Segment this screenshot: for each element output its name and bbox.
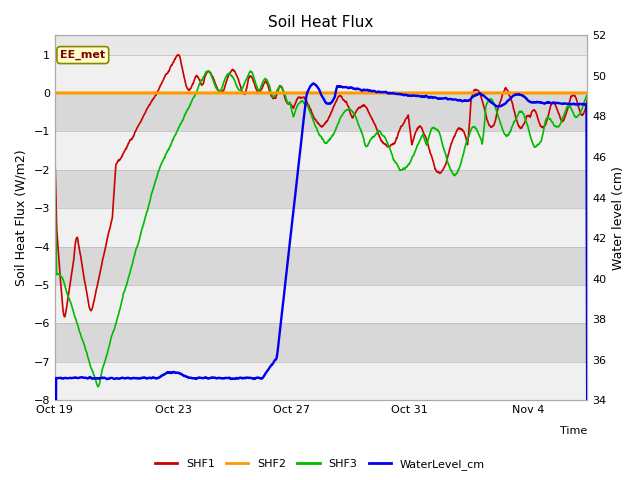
- Bar: [55, 93, 588, 132]
- Bar: [55, 247, 588, 285]
- Legend: SHF1, SHF2, SHF3, WaterLevel_cm: SHF1, SHF2, SHF3, WaterLevel_cm: [151, 455, 489, 474]
- Text: Time: Time: [560, 426, 588, 436]
- Bar: [55, 324, 588, 362]
- Y-axis label: Soil Heat Flux (W/m2): Soil Heat Flux (W/m2): [15, 149, 28, 286]
- Bar: [55, 208, 588, 247]
- Bar: [55, 55, 588, 93]
- Bar: [55, 285, 588, 324]
- Title: Soil Heat Flux: Soil Heat Flux: [268, 15, 374, 30]
- Bar: [55, 170, 588, 208]
- Text: EE_met: EE_met: [60, 50, 106, 60]
- Bar: [55, 132, 588, 170]
- Bar: [55, 362, 588, 400]
- Y-axis label: Water level (cm): Water level (cm): [612, 166, 625, 270]
